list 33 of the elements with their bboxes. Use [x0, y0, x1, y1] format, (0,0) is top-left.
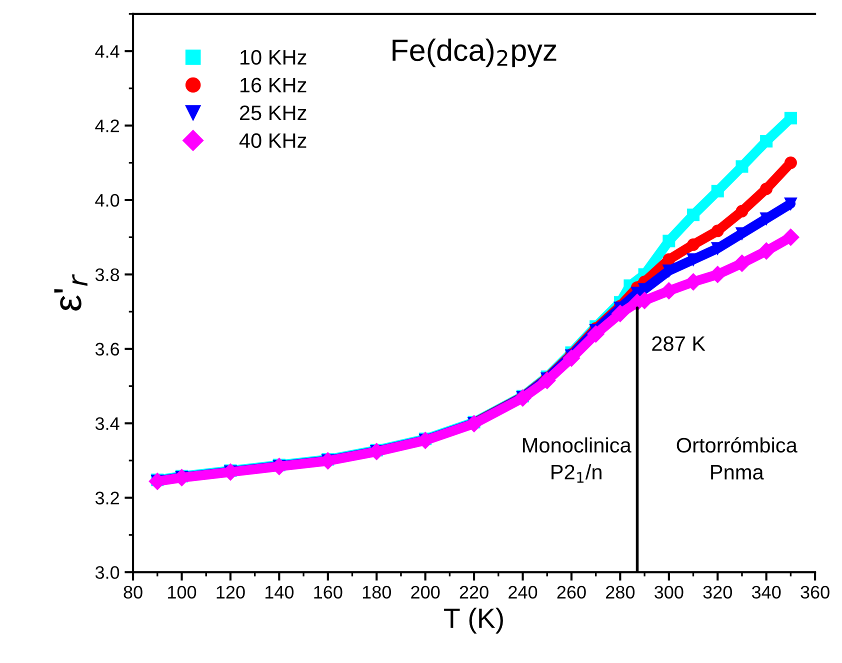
y-tick-label: 3.4 [95, 417, 120, 430]
y-axis-title: ε'$_{r}$ [54, 274, 88, 311]
x-tick-label: 260 [557, 586, 586, 599]
x-tick-label: 220 [460, 586, 488, 599]
x-axis-title: T (K) [444, 608, 503, 634]
x-tick-label: 340 [752, 586, 781, 599]
legend-label: 40 KHz [239, 133, 306, 148]
y-tick-label: 3.0 [95, 566, 120, 579]
y-tick-label: 4.2 [95, 120, 119, 132]
x-tick-label: 200 [411, 586, 440, 599]
y-tick-label: 3.8 [95, 268, 120, 282]
x-tick-label: 280 [606, 586, 635, 599]
x-tick-label: 120 [216, 586, 245, 599]
x-tick-label: 240 [508, 586, 538, 599]
x-tick-label: 320 [703, 586, 732, 599]
text: Fe(dca)$_{2}$pyz [392, 38, 556, 68]
y-tick-label: 4.4 [95, 45, 120, 58]
x-tick-label: 360 [800, 586, 830, 599]
annotation: Monoclinica P2$_{1}$/n [523, 437, 632, 483]
y-tick-label: 3.6 [95, 342, 120, 356]
x-tick-label: 100 [168, 586, 196, 599]
legend-label: 16 KHz [240, 78, 306, 92]
y-tick-label: 3.2 [95, 492, 119, 504]
x-tick-label: 140 [266, 586, 294, 599]
legend-label: 10 KHz [240, 50, 306, 65]
y-tick-label: 4.0 [95, 194, 120, 207]
x-tick-label: 300 [654, 586, 684, 599]
x-tick-label: 180 [362, 586, 391, 599]
legend-label: 25 KHz [240, 105, 306, 120]
x-tick-label: 80 [124, 586, 142, 599]
annotation: Ortorrómbica Pnma [676, 437, 798, 480]
x-tick-label: 160 [314, 586, 342, 599]
annotation: 287 K [652, 336, 706, 352]
